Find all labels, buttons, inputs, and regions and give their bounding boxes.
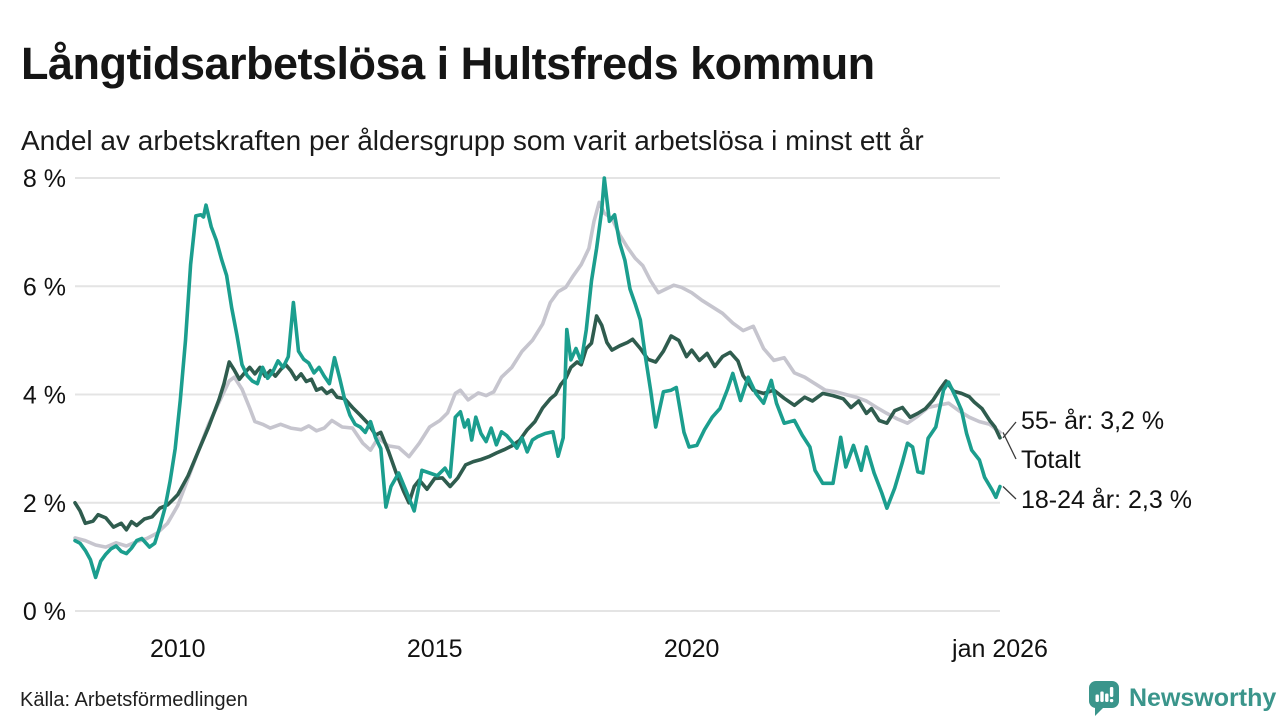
y-tick-label: 2 %: [23, 490, 66, 518]
x-tick-label: jan 2026: [951, 635, 1048, 663]
newsworthy-wordmark: Newsworthy: [1129, 683, 1277, 712]
annotation-leader-line: [1002, 432, 1017, 460]
source-text: Källa: Arbetsförmedlingen: [20, 689, 248, 711]
annotation-55-label: 55- år: 3,2 %: [1021, 407, 1165, 435]
newsworthy-bubble-chart-icon: [1089, 681, 1119, 716]
page-title: Långtidsarbetslösa i Hultsfreds kommun: [21, 38, 875, 90]
series-line-55-r: [73, 314, 1002, 532]
x-tick-label: 2010: [150, 635, 206, 663]
annotation-leader-line: [1002, 421, 1017, 439]
x-tick-label: 2015: [407, 635, 463, 663]
y-tick-label: 6 %: [23, 273, 66, 301]
y-tick-label: 0 %: [23, 598, 66, 626]
series-line-18-24r: [73, 176, 1002, 580]
y-tick-label: 8 %: [23, 165, 66, 193]
y-tick-label: 4 %: [23, 382, 66, 410]
annotation-18-24-label: 18-24 år: 2,3 %: [1021, 486, 1192, 514]
annotation-leader-line: [1002, 486, 1017, 500]
annotation-totalt-label: Totalt: [1021, 446, 1081, 474]
page-subtitle: Andel av arbetskraften per åldersgrupp s…: [21, 125, 924, 156]
newsworthy-logo[interactable]: Newsworthy: [1085, 679, 1276, 717]
series-line-totalt: [73, 200, 1002, 549]
x-tick-label: 2020: [664, 635, 720, 663]
